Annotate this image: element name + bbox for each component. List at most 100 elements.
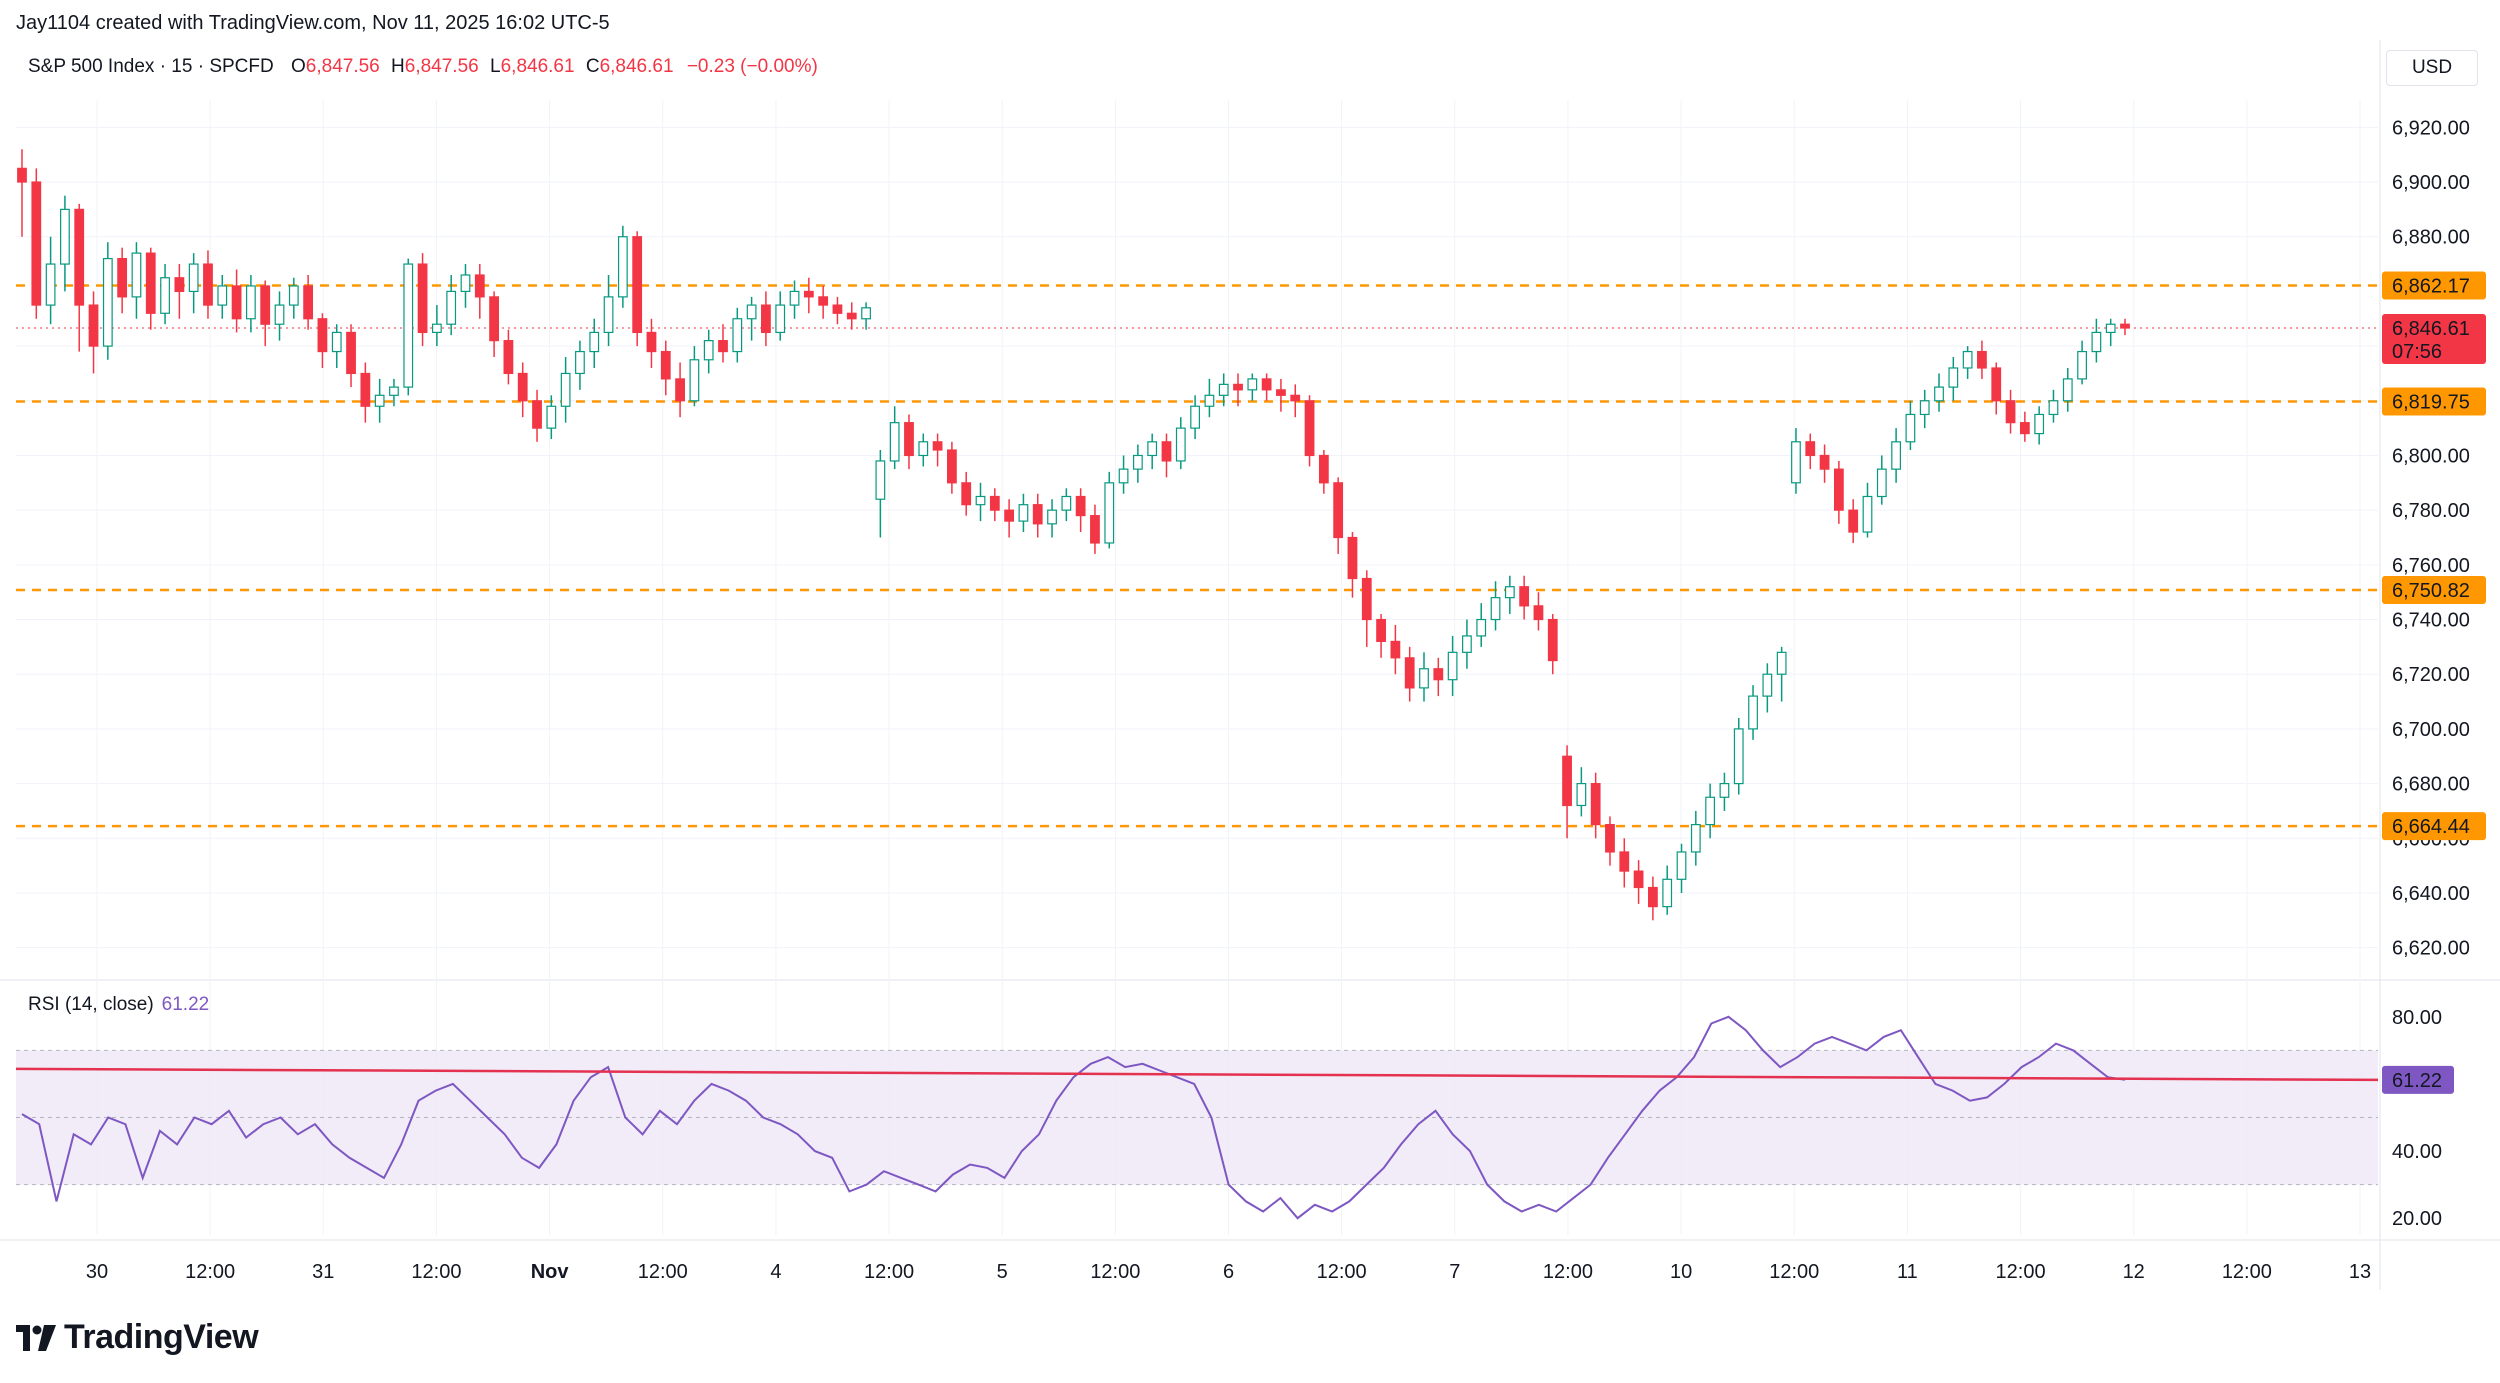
- candle-body: [1376, 618, 1386, 643]
- rsi-legend: RSI (14, close) 61.22: [28, 994, 209, 1016]
- rsi-legend-value: 61.22: [161, 994, 210, 1015]
- candle-body: [1819, 454, 1830, 470]
- candle-body: [1333, 482, 1344, 539]
- price-tick-label: 6,800.00: [2392, 445, 2470, 467]
- currency-button[interactable]: USD: [2386, 50, 2478, 86]
- candle-body: [203, 263, 213, 306]
- candle-body: [1690, 824, 1701, 853]
- candle-body: [1748, 695, 1758, 730]
- candle-body: [217, 285, 228, 306]
- time-tick-label: 12:00: [864, 1261, 914, 1283]
- candle-body: [1848, 509, 1859, 533]
- legend-open-label: O: [291, 56, 306, 77]
- candle-body: [818, 296, 829, 306]
- candle-body: [746, 304, 757, 320]
- candle-body: [1132, 454, 1143, 470]
- candle-body: [1791, 441, 1801, 484]
- candle-body: [460, 274, 471, 293]
- candle-body: [1276, 389, 1286, 396]
- candle-body: [1633, 870, 1644, 889]
- candle-body: [2091, 331, 2102, 353]
- candle-body: [431, 323, 442, 334]
- candle-body: [174, 277, 185, 293]
- legend-low-value: 6,846.61: [500, 56, 575, 77]
- time-tick-label: 30: [86, 1261, 108, 1283]
- bar-countdown-label: 07:56: [2392, 341, 2442, 363]
- tradingview-logo[interactable]: TradingView: [16, 1318, 259, 1357]
- candle-body: [1018, 504, 1029, 522]
- legend-high-label: H: [391, 56, 405, 77]
- candle-body: [1404, 657, 1415, 689]
- candle-body: [1247, 378, 1258, 391]
- candle-body: [646, 331, 657, 353]
- legend-close-label: C: [585, 56, 600, 77]
- candle-body: [1605, 824, 1615, 853]
- candle-body: [102, 257, 113, 347]
- candle-body: [1090, 515, 1100, 544]
- candle-body: [346, 331, 356, 375]
- candle-body: [374, 394, 385, 407]
- candle-body: [60, 208, 70, 265]
- candle-body: [403, 263, 414, 388]
- candle-body: [1419, 668, 1429, 689]
- candle-body: [1576, 782, 1587, 807]
- candle-body: [718, 340, 728, 353]
- candle-body: [1118, 468, 1129, 484]
- legend-symbol[interactable]: S&P 500 Index · 15 · SPCFD: [28, 56, 274, 77]
- candle-body: [1218, 383, 1229, 396]
- candle-body: [1504, 586, 1515, 599]
- time-tick-label: 12:00: [1317, 1261, 1367, 1283]
- candle-body: [1047, 509, 1057, 525]
- candle-body: [246, 285, 256, 320]
- candle-body: [188, 263, 199, 293]
- candle-body: [1204, 394, 1215, 407]
- price-tick-label: 6,760.00: [2392, 555, 2470, 577]
- price-tick-label: 6,880.00: [2392, 227, 2470, 249]
- level-price-tag: [2382, 575, 2486, 604]
- candle-body: [1361, 577, 1372, 621]
- time-tick-label: 4: [770, 1261, 781, 1283]
- candle-body: [1805, 441, 1816, 457]
- price-tick-label: 6,680.00: [2392, 774, 2470, 796]
- candle-body: [575, 350, 585, 375]
- rsi-value-label: 61.22: [2392, 1070, 2442, 1092]
- candle-body: [1075, 495, 1086, 517]
- candle-body: [288, 285, 299, 306]
- candle-body: [1533, 605, 1544, 621]
- rsi-legend-label[interactable]: RSI (14, close): [28, 994, 154, 1015]
- level-lines: [16, 284, 2378, 828]
- candle-body: [503, 340, 514, 375]
- candle-body: [446, 290, 457, 325]
- candle-body: [1290, 394, 1301, 402]
- time-tick-label: 12:00: [411, 1261, 461, 1283]
- candle-body: [1476, 618, 1487, 637]
- time-tick-label: 31: [312, 1261, 334, 1283]
- candle-body: [260, 285, 271, 325]
- candle-body: [1934, 386, 1944, 402]
- candle-body: [560, 372, 571, 407]
- candle-body: [689, 359, 700, 402]
- candle-body: [2105, 323, 2116, 334]
- candle-body: [231, 285, 242, 320]
- candle-body: [803, 290, 814, 298]
- candle-body: [303, 285, 314, 320]
- time-tick-label: 11: [1897, 1261, 1918, 1283]
- level-price-tag: [2382, 387, 2486, 416]
- candle-body: [875, 460, 886, 500]
- axes-layer: 6,620.006,640.006,660.006,680.006,700.00…: [86, 117, 2486, 1283]
- price-tick-label: 6,920.00: [2392, 117, 2470, 139]
- candle-body: [989, 495, 1000, 511]
- candle-body: [1719, 782, 1730, 798]
- level-price-tag: [2382, 812, 2486, 841]
- candle-body: [317, 318, 328, 353]
- candle-body: [2077, 350, 2087, 380]
- candle-body: [1304, 400, 1315, 457]
- candle-body: [17, 167, 27, 183]
- time-tick-label: 13: [2349, 1261, 2371, 1283]
- legend-low-label: L: [490, 56, 501, 77]
- candle-body: [1905, 413, 1916, 443]
- candle-body: [389, 386, 399, 396]
- candle-body: [417, 263, 428, 334]
- candle-body: [1261, 378, 1272, 391]
